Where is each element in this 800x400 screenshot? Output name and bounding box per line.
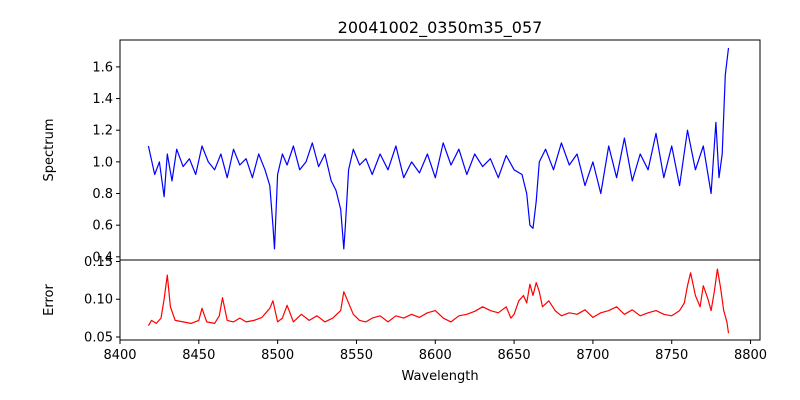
error-y-ticks: 0.05 0.10 0.15	[84, 255, 120, 345]
x-axis-label: Wavelength	[401, 369, 478, 384]
x-tick-label: 8500	[261, 348, 294, 363]
error-y-tick-label: 0.10	[84, 293, 113, 308]
error-y-tick-label: 0.15	[84, 255, 113, 270]
spectrum-y-axis-label: Spectrum	[42, 119, 57, 182]
spectrum-series-line	[147, 47, 730, 250]
spectrum-y-tick-label: 1.4	[92, 92, 113, 107]
spectrum-plot-frame	[119, 39, 761, 261]
x-tick-label: 8550	[340, 348, 373, 363]
error-y-axis-label: Error	[42, 284, 57, 316]
x-tick-label: 8800	[734, 348, 767, 363]
spectrum-y-tick-label: 0.6	[92, 219, 113, 234]
spectrum-y-ticks: 0.4 0.6 0.8 1.0 1.2 1.4 1.6	[92, 60, 120, 265]
spectrum-y-tick-label: 1.0	[92, 155, 113, 170]
x-tick-label: 8450	[182, 348, 215, 363]
error-plot-frame	[119, 259, 761, 341]
error-y-tick-label: 0.05	[84, 330, 113, 345]
error-panel: 0.05 0.10 0.15 Error	[42, 255, 761, 345]
spectrum-y-tick-label: 0.4	[92, 250, 113, 265]
spectrum-y-tick-label: 1.2	[92, 124, 113, 139]
x-tick-label: 8750	[655, 348, 688, 363]
chart-title: 20041002_0350m35_057	[338, 18, 543, 38]
spectrum-panel: 0.4 0.6 0.8 1.0 1.2 1.4 1.6 Spectrum	[42, 39, 761, 265]
spectrum-y-tick-label: 1.6	[92, 60, 113, 75]
spectrum-y-tick-label: 0.8	[92, 187, 113, 202]
x-tick-label: 8650	[498, 348, 531, 363]
x-tick-label: 8600	[419, 348, 452, 363]
error-series-line	[147, 268, 730, 334]
x-axis-ticks: 8400 8450 8500 8550 8600 8650 8700 8750 8800	[103, 340, 767, 363]
x-tick-label: 8700	[576, 348, 609, 363]
x-tick-label: 8400	[103, 348, 136, 363]
